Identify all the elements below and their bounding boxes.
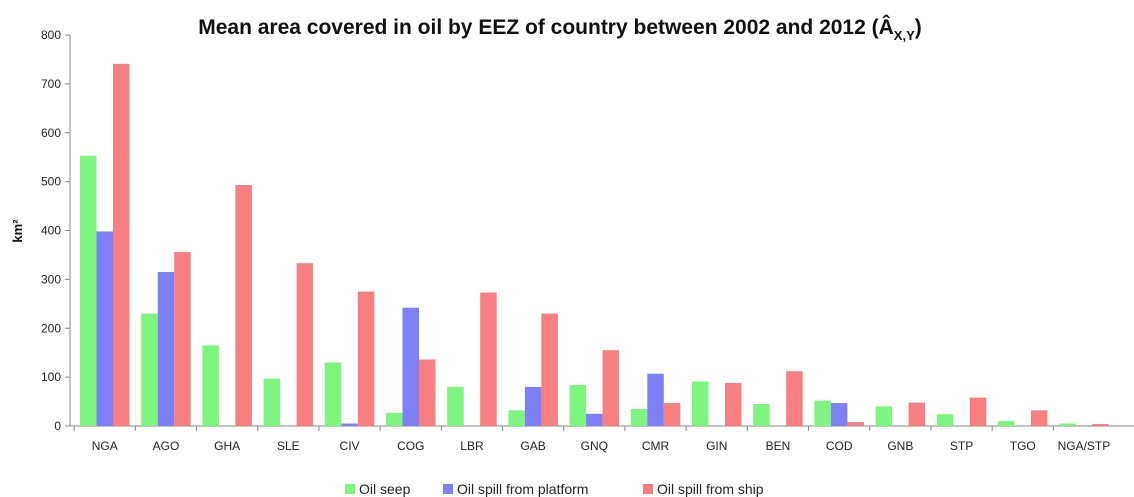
bar-AGO-2 [174, 252, 191, 426]
x-tick-label: CIV [340, 439, 360, 453]
bar-CIV-1 [341, 423, 358, 426]
bar-TGO-0 [998, 421, 1015, 426]
bar-BEN-0 [753, 404, 770, 426]
legend-label-0: Oil seep [359, 481, 411, 497]
y-tick-label: 600 [41, 126, 61, 140]
bar-SLE-0 [263, 378, 281, 426]
x-tick-label: STP [950, 439, 973, 453]
bar-LBR-2 [480, 292, 497, 426]
y-tick-label: 800 [41, 28, 61, 42]
y-tick-label: 200 [41, 321, 61, 335]
bar-STP-0 [936, 414, 954, 426]
bar-NGA/STP-2 [1092, 424, 1109, 426]
chart-title-subscript: X,Y [894, 28, 915, 43]
x-tick-label: GNB [887, 439, 913, 453]
x-tick-label: CMR [642, 439, 670, 453]
bar-CIV-2 [357, 291, 375, 426]
y-tick-label: 400 [41, 224, 61, 238]
x-tick-label: GAB [520, 439, 545, 453]
x-tick-label: NGA/STP [1058, 439, 1111, 453]
y-tick-label: 500 [41, 175, 61, 189]
x-tick-label: GIN [706, 439, 727, 453]
bar-NGA-0 [80, 155, 97, 426]
x-tick-label: NGA [92, 439, 118, 453]
bar-GIN-0 [692, 381, 709, 426]
x-tick-label: BEN [766, 439, 791, 453]
legend-swatch-1 [443, 484, 453, 494]
bar-COG-2 [419, 359, 436, 426]
x-tick-label: LBR [460, 439, 484, 453]
chart-title-main: Mean area covered in oil by EEZ of count… [198, 15, 894, 39]
legend-swatch-2 [643, 484, 653, 494]
bar-LBR-0 [447, 386, 464, 426]
bar-AGO-0 [141, 313, 158, 426]
x-tick-label: GNQ [581, 439, 608, 453]
bar-TGO-2 [1031, 410, 1048, 426]
bar-GNQ-1 [586, 413, 603, 426]
axes [69, 35, 1134, 427]
y-tick-label: 700 [41, 77, 61, 91]
legend-label-2: Oil spill from ship [657, 481, 764, 497]
bar-GNQ-0 [569, 384, 587, 426]
bars [80, 63, 1109, 427]
legend-swatch-0 [345, 484, 355, 494]
bar-COD-1 [830, 403, 848, 426]
bar-GHA-0 [202, 345, 219, 426]
x-tick-label: COD [826, 439, 853, 453]
bar-CMR-2 [663, 403, 681, 426]
bar-NGA-2 [113, 63, 130, 427]
bar-GAB-1 [524, 386, 542, 426]
x-tick-labels: NGA AGO GHA SLE CIV COG LBR GAB GNQ CMR GIN BEN COD G… [73, 426, 1111, 453]
bar-GAB-2 [541, 313, 558, 426]
bar-NGA/STP-0 [1059, 423, 1076, 426]
bar-GNQ-2 [602, 350, 620, 426]
legend-label-1: Oil spill from platform [457, 481, 588, 497]
legend: Oil seep Oil spill from platform Oil spill… [345, 481, 764, 497]
bar-COG-1 [402, 307, 419, 426]
bar-SLE-2 [296, 263, 314, 426]
bar-CMR-1 [647, 373, 664, 426]
chart-title: Mean area covered in oil by EEZ of count… [198, 15, 922, 43]
y-tick-label: 100 [41, 370, 61, 384]
bar-COG-0 [386, 412, 403, 426]
bar-CIV-0 [324, 362, 342, 426]
bar-GNB-2 [908, 402, 926, 426]
x-tick-label: AGO [153, 439, 180, 453]
x-tick-label: SLE [277, 439, 300, 453]
x-tick-label: TGO [1010, 439, 1036, 453]
x-tick-label: COG [397, 439, 424, 453]
bar-GNB-0 [875, 406, 893, 426]
bar-COD-0 [814, 400, 831, 426]
bar-AGO-1 [157, 272, 175, 426]
bar-GAB-0 [508, 410, 525, 426]
chart-title-close: ) [915, 16, 922, 39]
y-tick-label: 0 [54, 419, 61, 433]
bar-COD-2 [847, 422, 864, 426]
bar-NGA-1 [96, 231, 113, 426]
bar-BEN-2 [786, 371, 803, 426]
x-tick-label: GHA [214, 439, 240, 453]
bar-CMR-0 [630, 408, 648, 426]
bar-GIN-2 [725, 382, 742, 426]
y-tick-label: 300 [41, 272, 61, 286]
bar-STP-2 [969, 397, 987, 426]
y-tick-labels: 0 100 200 300 400 500 600 700 800 [41, 28, 70, 433]
bar-GHA-2 [235, 185, 252, 426]
y-axis-label: km² [10, 219, 25, 243]
